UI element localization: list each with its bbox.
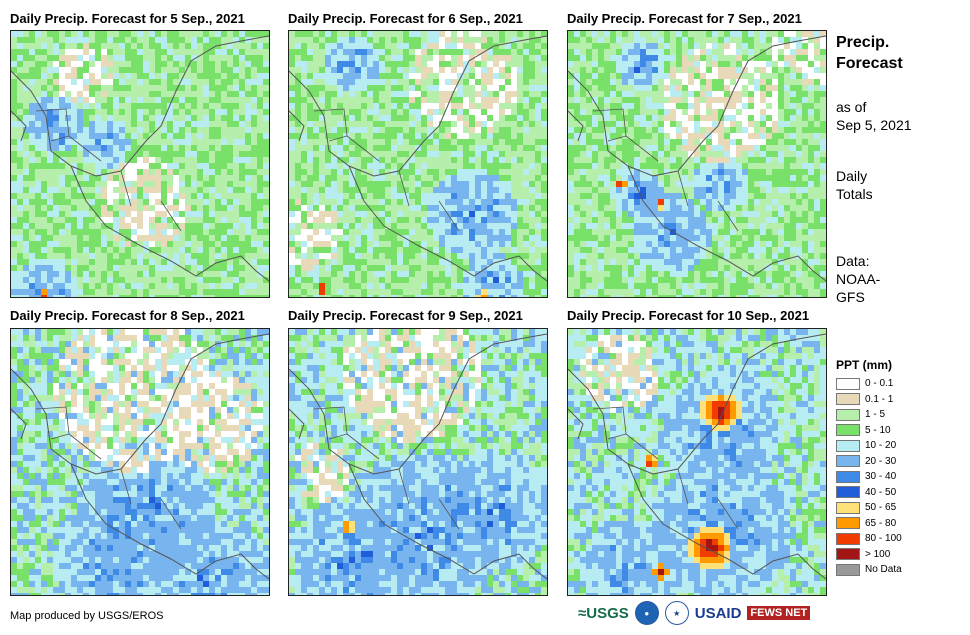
legend-swatch	[836, 470, 860, 483]
country-borders	[35, 406, 182, 530]
legend-swatch	[836, 424, 860, 437]
usaid-seal-icon: ★	[664, 601, 689, 625]
country-borders	[313, 406, 460, 530]
daily-totals-line1: Daily	[836, 168, 868, 184]
legend-label: > 100	[865, 548, 891, 560]
panel-title-6: Daily Precip. Forecast for 10 Sep., 2021	[567, 308, 810, 323]
legend-swatch	[836, 517, 860, 530]
logo-strip: ≈USGS ● ★ USAID FEWS NET	[578, 600, 811, 626]
as-of-date: as of Sep 5, 2021	[836, 98, 912, 134]
sidebar-title: Precip. Forecast	[836, 32, 946, 74]
legend-label: 65 - 80	[865, 517, 897, 529]
panel-title-5: Daily Precip. Forecast for 9 Sep., 2021	[288, 308, 523, 323]
noaa-logo-icon: ●	[634, 601, 659, 625]
legend-item: 50 - 65	[836, 500, 902, 516]
as-of-value: Sep 5, 2021	[836, 117, 912, 133]
legend-item: 40 - 50	[836, 485, 902, 501]
country-borders	[592, 406, 739, 530]
panel-title-3: Daily Precip. Forecast for 7 Sep., 2021	[567, 11, 802, 26]
legend-label: 0.1 - 1	[865, 393, 894, 405]
forecast-map-day-5	[288, 328, 548, 596]
panel-title-2: Daily Precip. Forecast for 6 Sep., 2021	[288, 11, 523, 26]
legend-item: 5 - 10	[836, 423, 902, 439]
coastline-outline	[11, 333, 269, 580]
legend-swatch	[836, 439, 860, 452]
country-borders	[592, 108, 739, 232]
country-borders	[35, 108, 182, 232]
legend-label: 50 - 65	[865, 502, 897, 514]
legend-label: 80 - 100	[865, 533, 902, 545]
legend-label: 20 - 30	[865, 455, 897, 467]
legend-swatch	[836, 377, 860, 390]
legend-swatch	[836, 408, 860, 421]
legend-item: 30 - 40	[836, 469, 902, 485]
forecast-map-day-4	[10, 328, 270, 596]
data-source-line2: NOAA-	[836, 271, 881, 287]
fews-net-logo: FEWS NET	[747, 606, 811, 620]
data-source: Data: NOAA- GFS	[836, 252, 880, 306]
legend-item: No Data	[836, 562, 902, 578]
sidebar-title-line1: Precip.	[836, 34, 890, 51]
legend-label: 40 - 50	[865, 486, 897, 498]
legend-label: 0 - 0.1	[865, 378, 894, 390]
legend-item: 65 - 80	[836, 516, 902, 532]
daily-totals-label: Daily Totals	[836, 167, 873, 203]
as-of-label: as of	[836, 99, 867, 115]
coastline-outline	[568, 333, 826, 580]
usaid-logo: USAID	[694, 604, 742, 622]
legend-title: PPT (mm)	[836, 358, 893, 372]
legend-items: 0 - 0.1 0.1 - 1 1 - 5 5 - 10 10 - 20 20 - 30 3…	[836, 376, 902, 578]
data-source-line1: Data:	[836, 253, 870, 269]
legend-label: 30 - 40	[865, 471, 897, 483]
credit-text: Map produced by USGS/EROS	[10, 610, 164, 622]
legend-label: No Data	[865, 564, 902, 576]
panel-title-1: Daily Precip. Forecast for 5 Sep., 2021	[10, 11, 245, 26]
legend-swatch	[836, 548, 860, 561]
legend-swatch	[836, 532, 860, 545]
sidebar-title-line2: Forecast	[836, 55, 903, 72]
forecast-map-day-1	[10, 30, 270, 298]
legend-swatch	[836, 486, 860, 499]
legend-item: 20 - 30	[836, 454, 902, 470]
usgs-logo: ≈USGS	[578, 604, 629, 622]
legend-label: 1 - 5	[865, 409, 886, 421]
coastline-outline	[11, 35, 269, 282]
legend-swatch	[836, 455, 860, 468]
legend-swatch	[836, 393, 860, 406]
legend-swatch	[836, 563, 860, 576]
legend-item: 0 - 0.1	[836, 376, 902, 392]
legend-label: 10 - 20	[865, 440, 897, 452]
coastline-outline	[289, 35, 547, 282]
legend-item: 80 - 100	[836, 531, 902, 547]
legend-swatch	[836, 501, 860, 514]
forecast-map-day-3	[567, 30, 827, 298]
forecast-map-day-2	[288, 30, 548, 298]
legend: PPT (mm) 0 - 0.1 0.1 - 1 1 - 5 5 - 10 10 - 2…	[836, 358, 902, 578]
coastline-outline	[289, 333, 547, 580]
country-borders	[313, 108, 460, 232]
panel-title-4: Daily Precip. Forecast for 8 Sep., 2021	[10, 308, 245, 323]
coastline-outline	[568, 35, 826, 282]
daily-totals-line2: Totals	[836, 186, 873, 202]
legend-item: 10 - 20	[836, 438, 902, 454]
data-source-line3: GFS	[836, 289, 865, 305]
legend-label: 5 - 10	[865, 424, 891, 436]
forecast-map-day-6	[567, 328, 827, 596]
legend-item: 1 - 5	[836, 407, 902, 423]
legend-item: 0.1 - 1	[836, 392, 902, 408]
legend-item: > 100	[836, 547, 902, 563]
